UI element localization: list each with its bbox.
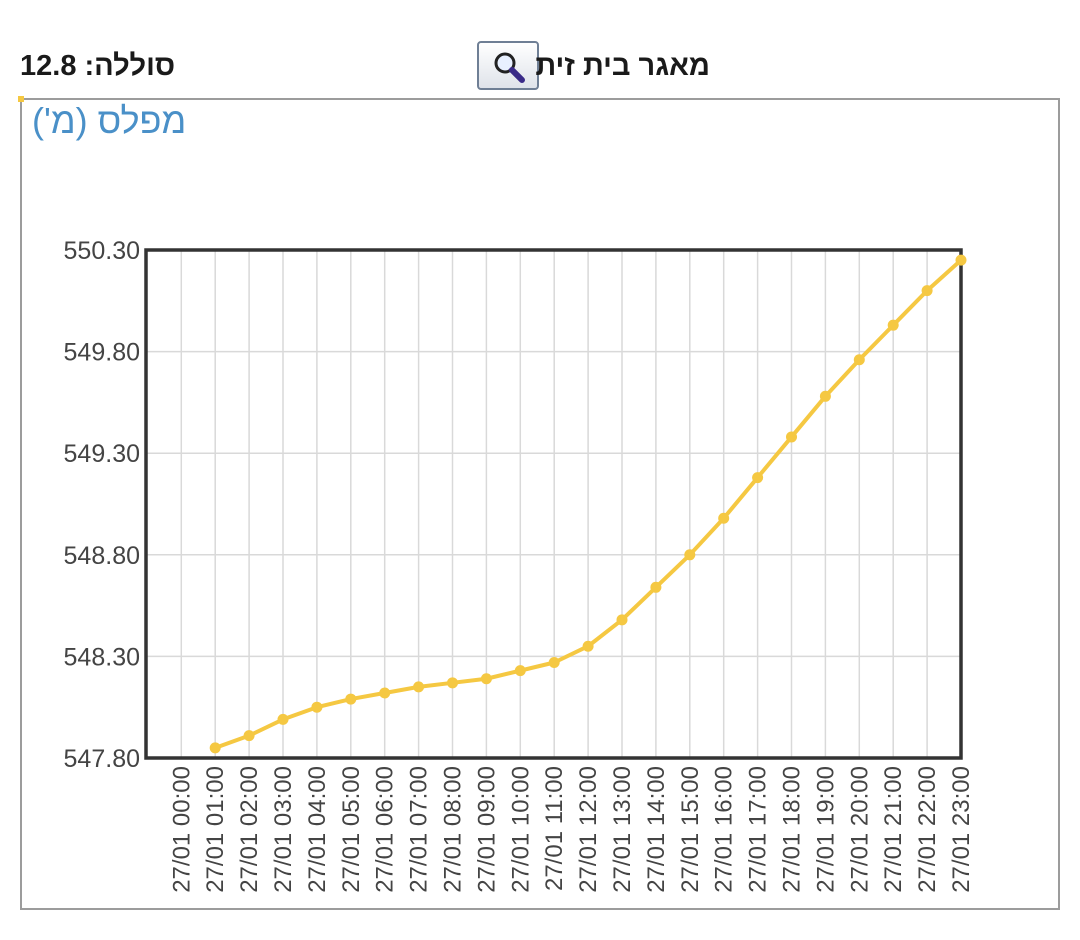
chart-title: מפלס (מ') <box>32 100 187 141</box>
battery-metric: סוללה: 12.8 <box>20 50 176 82</box>
y-tick-label: 550.30 <box>64 237 140 265</box>
station-name: מאגר בית זית <box>535 50 710 82</box>
x-tick-label: 27/01 03:00 <box>270 766 297 893</box>
x-tick-label: 27/01 14:00 <box>643 766 670 893</box>
data-point <box>413 681 425 693</box>
x-tick-label: 27/01 04:00 <box>304 766 331 893</box>
magnifier-icon <box>494 52 525 83</box>
y-tick-label: 547.80 <box>64 745 140 773</box>
x-tick-label: 27/01 08:00 <box>440 766 467 893</box>
data-point <box>921 285 933 297</box>
data-point <box>514 665 526 677</box>
x-tick-label: 27/01 12:00 <box>575 766 602 893</box>
y-tick-label: 548.30 <box>64 643 140 671</box>
data-point <box>853 354 865 366</box>
data-point <box>243 730 255 742</box>
data-point <box>819 390 831 402</box>
x-tick-label: 27/01 15:00 <box>677 766 704 893</box>
y-tick-label: 548.80 <box>64 542 140 570</box>
zoom-button[interactable] <box>477 41 539 90</box>
x-tick-label: 27/01 09:00 <box>473 766 500 893</box>
y-tick-label: 549.80 <box>64 339 140 367</box>
data-point <box>718 512 730 524</box>
chart-panel <box>20 98 1060 910</box>
data-point <box>786 431 797 443</box>
x-tick-label: 27/01 01:00 <box>202 766 229 893</box>
data-point <box>548 656 560 668</box>
x-tick-label: 27/01 13:00 <box>609 766 636 893</box>
data-point <box>650 581 662 593</box>
data-point <box>684 549 696 561</box>
header-bar: סוללה: 12.8 מאגר בית זית <box>0 0 1080 98</box>
x-tick-label: 27/01 06:00 <box>372 766 399 893</box>
x-tick-label: 27/01 05:00 <box>338 766 365 893</box>
data-point <box>616 614 628 626</box>
data-point <box>311 701 323 713</box>
x-tick-label: 27/01 22:00 <box>914 766 941 893</box>
x-tick-label: 27/01 11:00 <box>541 766 568 891</box>
x-tick-label: 27/01 17:00 <box>745 766 772 893</box>
data-point <box>345 693 357 705</box>
x-tick-label: 27/01 16:00 <box>711 766 738 893</box>
data-point <box>887 319 899 331</box>
x-tick-label: 27/01 23:00 <box>948 766 975 893</box>
data-point <box>447 677 458 689</box>
x-tick-label: 27/01 02:00 <box>236 766 263 893</box>
plot-frame <box>144 248 963 760</box>
data-point <box>209 742 221 754</box>
x-tick-label: 27/01 20:00 <box>846 766 873 893</box>
panel-corner-mark <box>18 96 24 102</box>
data-point <box>379 687 391 699</box>
x-tick-label: 27/01 00:00 <box>168 766 195 893</box>
data-point <box>955 254 967 266</box>
data-point <box>277 713 289 725</box>
x-tick-label: 27/01 19:00 <box>812 766 839 893</box>
data-point <box>752 472 764 484</box>
x-tick-label: 27/01 21:00 <box>880 766 907 893</box>
data-point <box>582 640 594 652</box>
x-tick-label: 27/01 07:00 <box>406 766 433 893</box>
x-tick-label: 27/01 18:00 <box>779 766 806 893</box>
x-tick-label: 27/01 10:00 <box>507 766 534 893</box>
data-point <box>480 673 492 685</box>
y-tick-label: 549.30 <box>64 440 140 468</box>
